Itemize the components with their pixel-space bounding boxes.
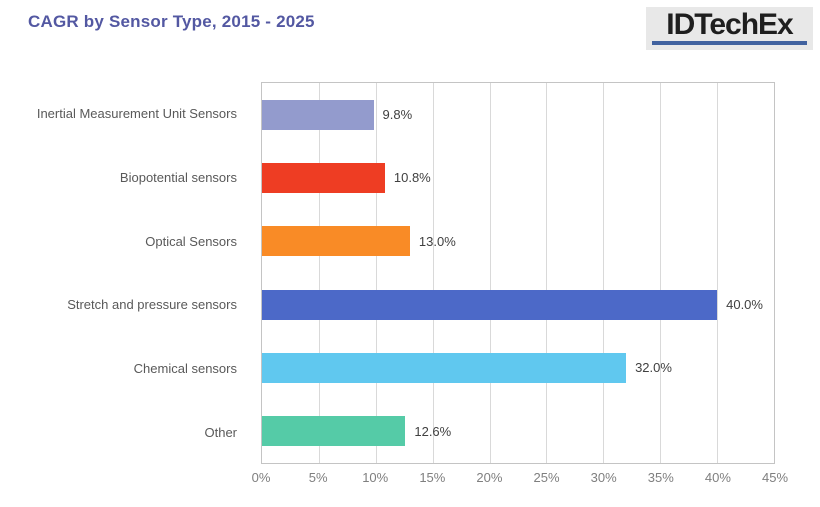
gridline-15% — [432, 83, 434, 463]
x-tick-label: 45% — [761, 470, 789, 485]
bar-row: 13.0% — [262, 210, 774, 273]
category-label: Biopotential sensors — [119, 170, 237, 185]
value-label: 40.0% — [726, 297, 763, 313]
x-tick-label: 35% — [647, 470, 674, 485]
bar-row: 10.8% — [262, 146, 774, 209]
gridline-25% — [546, 83, 548, 463]
bar-other — [262, 416, 406, 447]
category-axis: Inertial Measurement Unit Sensors Biopote… — [0, 82, 249, 464]
gridline-20% — [489, 83, 491, 463]
x-tick-label: 40% — [704, 470, 731, 485]
value-label: 13.0% — [418, 233, 456, 249]
bar-stretch-and-pressure-sensors — [262, 289, 718, 320]
plot-area: 9.8% 10.8% 13.0% 40.0% 32.0% 12.6% — [261, 82, 775, 464]
chart-title: CAGR by Sensor Type, 2015 - 2025 — [28, 12, 315, 31]
category-label: Stretch and pressure sensors — [67, 297, 237, 313]
bar-chemical-sensors — [262, 352, 627, 383]
x-tick-label: 30% — [590, 470, 617, 485]
idtechex-logo: IDTechEx — [646, 7, 813, 50]
x-tick-label: 20% — [476, 470, 503, 485]
category-label: Chemical sensors — [133, 361, 237, 377]
idtechex-logo-text: IDTechEx — [666, 8, 793, 41]
bar-row: 9.8% — [262, 83, 774, 146]
value-label: 12.6% — [414, 423, 452, 439]
value-label: 10.8% — [393, 170, 431, 186]
gridline-40% — [717, 83, 719, 463]
value-label: 32.0% — [635, 360, 672, 376]
x-tick-label: 25% — [533, 470, 560, 485]
gridline-10% — [375, 83, 377, 463]
gridline-5% — [318, 83, 320, 463]
category-label: Inertial Measurement Unit Sensors — [36, 106, 237, 122]
category-label: Other — [204, 424, 237, 440]
x-axis: 0% 5% 10% 15% 20% 25% 30% 35% 40% 45% — [252, 470, 788, 488]
category-label: Optical Sensors — [145, 233, 237, 249]
value-label: 9.8% — [382, 107, 413, 123]
bar-biopotential-sensors — [262, 162, 385, 193]
bar-row: 40.0% — [262, 273, 774, 336]
bar-optical-sensors — [262, 226, 410, 257]
x-tick-label: 0% — [251, 470, 271, 485]
bar-row: 32.0% — [262, 336, 774, 399]
bar-row: 12.6% — [262, 400, 774, 463]
idtechex-logo-underline — [652, 41, 807, 45]
x-tick-label: 5% — [308, 470, 328, 485]
bar-rows: 9.8% 10.8% 13.0% 40.0% 32.0% 12.6% — [262, 83, 774, 463]
gridline-35% — [660, 83, 662, 463]
bar-inertial-measurement-unit-sensors — [262, 99, 374, 130]
gridline-30% — [603, 83, 605, 463]
x-tick-label: 10% — [362, 470, 389, 485]
x-tick-label: 15% — [419, 470, 446, 485]
